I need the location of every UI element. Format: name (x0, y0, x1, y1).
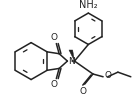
Text: O: O (51, 80, 58, 89)
Polygon shape (69, 50, 75, 61)
Text: O: O (104, 71, 111, 80)
Text: O: O (79, 87, 86, 96)
Text: N: N (68, 57, 75, 66)
Text: O: O (51, 33, 58, 42)
Text: NH₂: NH₂ (79, 0, 98, 10)
